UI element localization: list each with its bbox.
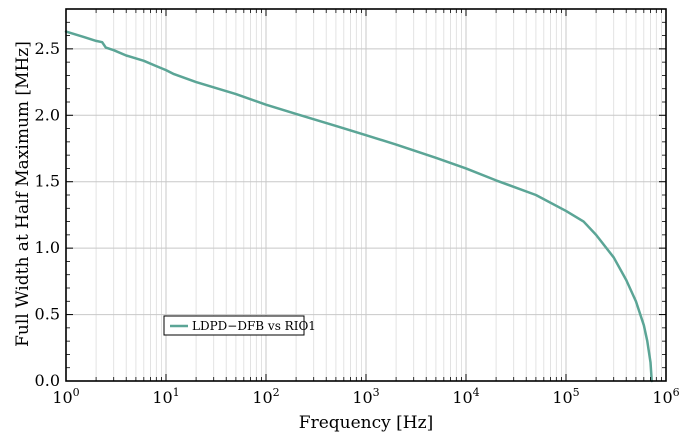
x-axis-label: Frequency [Hz] bbox=[299, 413, 433, 433]
x-tick-label: 103 bbox=[352, 386, 379, 407]
y-tick-label: 2.0 bbox=[35, 105, 60, 124]
legend-box bbox=[163, 315, 305, 336]
legend: LDPD−DFB vs RIO1 bbox=[163, 315, 316, 336]
legend-label: LDPD−DFB vs RIO1 bbox=[192, 319, 316, 333]
y-tick-label: 1.5 bbox=[35, 172, 60, 191]
x-tick-label: 106 bbox=[652, 386, 679, 407]
y-tick-label: 0.5 bbox=[35, 305, 60, 324]
y-tick-label: 0.0 bbox=[35, 371, 60, 390]
x-tick-label: 105 bbox=[552, 386, 579, 407]
y-tick-label: 1.0 bbox=[35, 238, 60, 257]
tick-labels: 100 101 102 103 104 105 106 0.0 0.5 1.0 1.5 2.0 2.5 bbox=[35, 39, 680, 407]
x-tick-label: 100 bbox=[52, 386, 79, 407]
x-tick-label: 101 bbox=[152, 386, 179, 407]
series-line bbox=[64, 30, 653, 383]
x-tick-label: 102 bbox=[252, 386, 279, 407]
series-layer bbox=[64, 30, 653, 383]
y-tick-label: 2.5 bbox=[35, 39, 60, 58]
ticks bbox=[65, 9, 667, 382]
y-axis-label: Full Width at Half Maximum [MHz] bbox=[13, 41, 33, 347]
x-tick-label: 104 bbox=[452, 386, 479, 407]
